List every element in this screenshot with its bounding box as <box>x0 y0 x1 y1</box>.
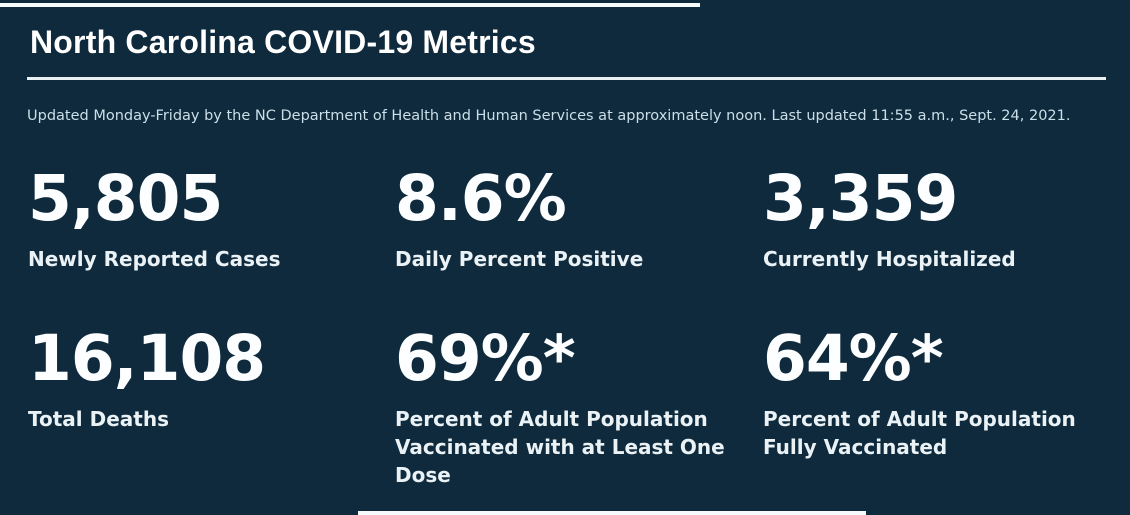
metric-value: 3,359 <box>763 162 958 235</box>
metric-value: 8.6% <box>395 162 567 235</box>
metric-tile-vaccinated-one-dose: 69%* Percent of Adult Population Vaccina… <box>395 326 747 489</box>
title-underline-rule <box>27 77 1106 80</box>
bottom-section-edge <box>358 511 866 515</box>
metric-tile-newly-reported-cases: 5,805 Newly Reported Cases <box>28 166 380 273</box>
metric-label: Total Deaths <box>28 407 169 431</box>
metric-value: 5,805 <box>28 162 223 235</box>
metric-tile-fully-vaccinated: 64%* Percent of Adult Population Fully V… <box>763 326 1115 461</box>
metric-tile-total-deaths: 16,108 Total Deaths <box>28 326 380 433</box>
metric-value: 64%* <box>763 322 944 395</box>
top-edge-page-strip <box>0 3 700 7</box>
metric-label: Percent of Adult Population Vaccinated w… <box>395 407 725 487</box>
metric-label: Percent of Adult Population Fully Vaccin… <box>763 407 1076 459</box>
metric-label: Daily Percent Positive <box>395 247 644 271</box>
metric-value: 69%* <box>395 322 576 395</box>
metric-tile-daily-percent-positive: 8.6% Daily Percent Positive <box>395 166 747 273</box>
metric-label: Currently Hospitalized <box>763 247 1016 271</box>
metric-label: Newly Reported Cases <box>28 247 281 271</box>
page-title: North Carolina COVID-19 Metrics <box>30 24 536 60</box>
metric-value: 16,108 <box>28 322 266 395</box>
update-note: Updated Monday-Friday by the NC Departme… <box>27 108 1071 124</box>
metric-tile-currently-hospitalized: 3,359 Currently Hospitalized <box>763 166 1115 273</box>
